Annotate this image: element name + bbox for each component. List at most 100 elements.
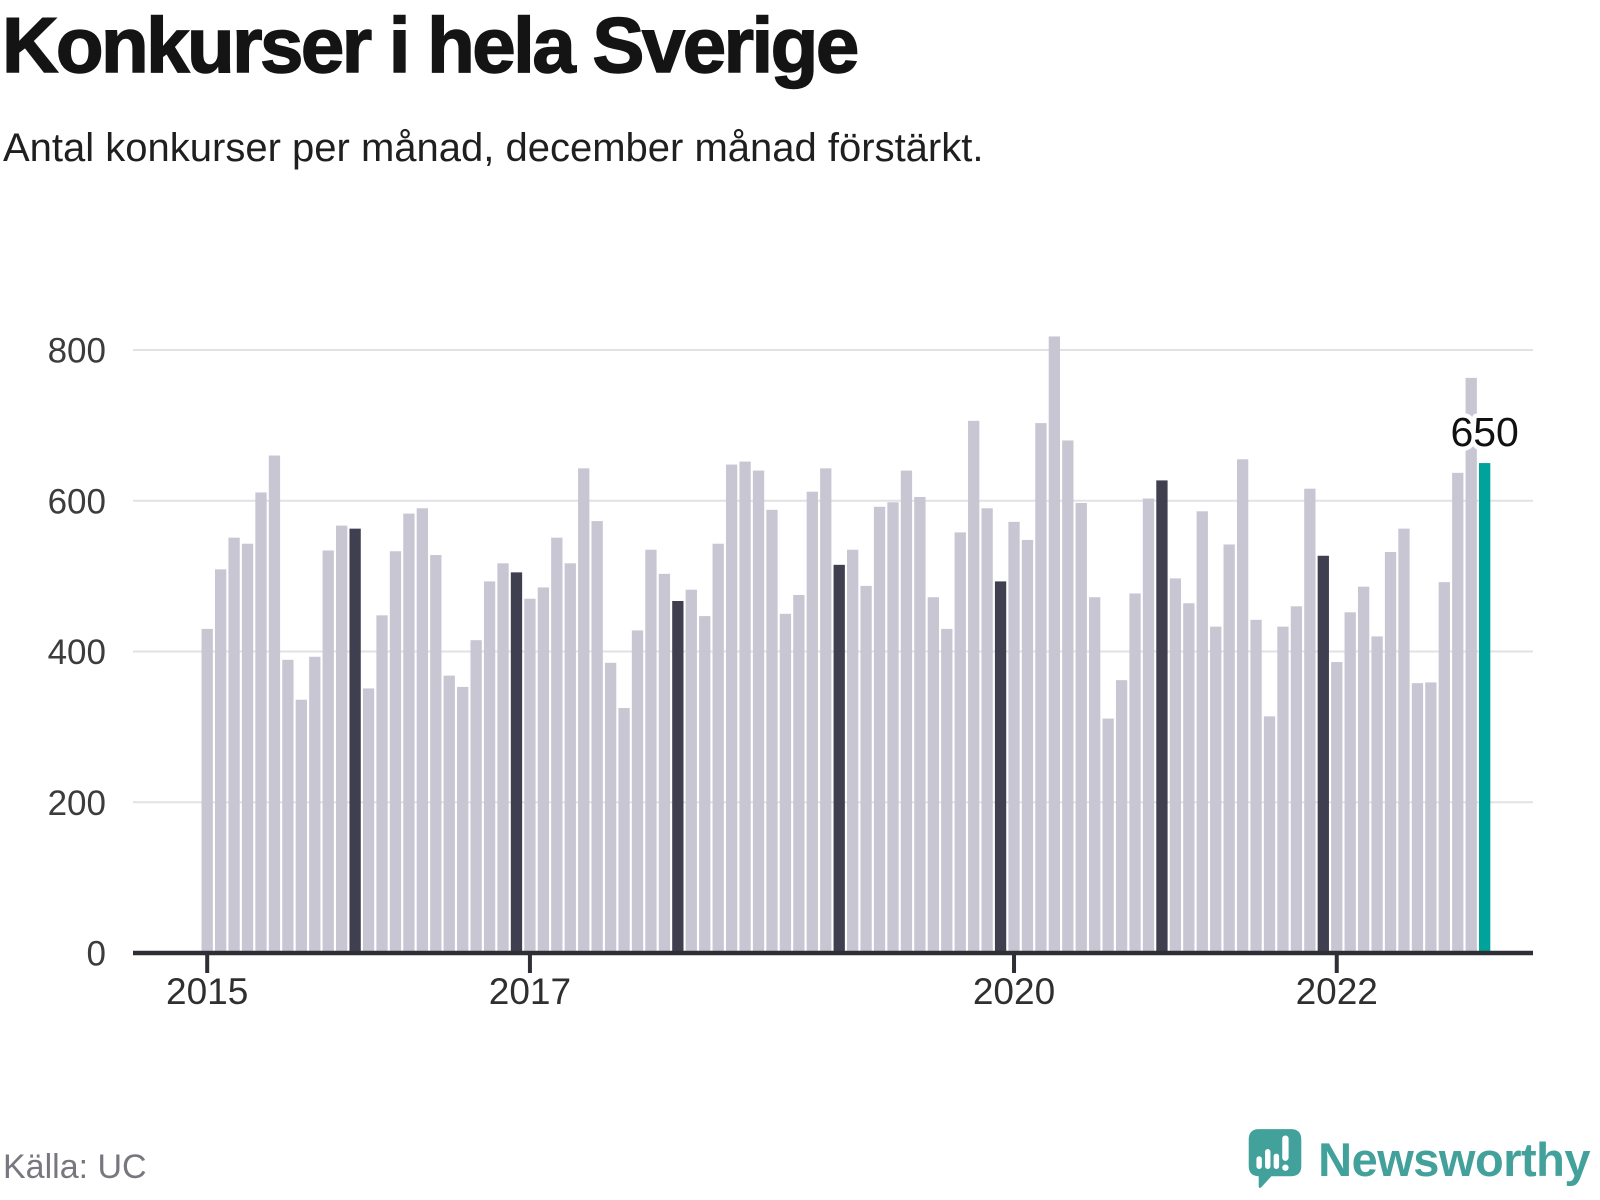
bar (631, 630, 644, 953)
bar (968, 420, 980, 954)
bar (1384, 552, 1397, 953)
bar-december (1317, 555, 1329, 953)
bar (873, 506, 886, 953)
bar (1115, 680, 1128, 953)
bar (564, 563, 576, 953)
bar (578, 468, 590, 953)
bar (483, 581, 496, 953)
bar (1048, 336, 1061, 953)
chart-subtitle: Antal konkurser per månad, december måna… (3, 126, 984, 170)
bar (887, 502, 899, 953)
bar (215, 569, 227, 953)
bar (1169, 578, 1182, 953)
bar (282, 659, 294, 953)
bar-december (833, 564, 845, 953)
bar (685, 589, 697, 953)
bar (362, 688, 375, 953)
bar (658, 573, 671, 953)
bar (1089, 597, 1101, 953)
bar (793, 594, 805, 953)
bar-december (994, 581, 1007, 953)
bar (1210, 626, 1222, 953)
bar (847, 549, 859, 953)
bar (1371, 636, 1383, 953)
bar (604, 662, 617, 953)
source-note: Källa: UC (3, 1148, 147, 1186)
bar-latest (1479, 463, 1491, 953)
bar (1250, 619, 1262, 953)
bar (497, 563, 509, 953)
bar (443, 675, 455, 953)
bar (941, 628, 953, 953)
bar (457, 686, 469, 953)
bar (806, 491, 818, 953)
bar (591, 521, 603, 953)
bar (1236, 459, 1249, 953)
bar (1277, 626, 1289, 953)
bar (470, 640, 482, 953)
bar (981, 508, 993, 953)
x-axis-label: 2020 (973, 971, 1055, 1012)
bar (927, 597, 939, 953)
bar (900, 470, 913, 953)
x-axis-label: 2015 (166, 971, 248, 1012)
y-axis-label: 600 (48, 482, 106, 521)
bar (336, 525, 348, 953)
bar (712, 543, 724, 953)
bar (1304, 488, 1316, 953)
y-axis-label: 0 (87, 935, 106, 974)
bar (860, 585, 872, 953)
bar (1357, 586, 1370, 953)
bar (779, 613, 792, 953)
bar (1035, 423, 1047, 953)
bar (551, 537, 563, 953)
brand-footer: Newsworthy (1246, 1126, 1590, 1192)
y-axis-label: 800 (48, 332, 106, 371)
bar (403, 513, 415, 953)
bar (1183, 603, 1195, 953)
bar (389, 551, 402, 953)
bar-value-label: 650 (1450, 409, 1518, 455)
bar (1142, 498, 1155, 953)
bar-december (1156, 480, 1168, 953)
bar-december (672, 601, 684, 953)
bar (1452, 472, 1464, 953)
bar-chart: 0 200 400 600 800 2015 2017 2020 2022 650 (48, 332, 1533, 1012)
bar (752, 470, 765, 953)
bar (1425, 682, 1437, 953)
bar (1196, 511, 1208, 953)
bar (376, 615, 388, 953)
bar (1263, 716, 1276, 953)
bar (699, 616, 711, 953)
bar (1008, 521, 1020, 954)
bar (1465, 377, 1477, 953)
bar (914, 496, 926, 953)
chart-title: Konkurser i hela Sverige (1, 0, 860, 90)
bar (241, 543, 254, 953)
bar (268, 455, 281, 953)
y-axis-label: 200 (48, 784, 106, 823)
bar (295, 699, 307, 953)
bar (1344, 612, 1356, 953)
x-axis-label: 2017 (489, 971, 571, 1012)
bar (416, 508, 428, 953)
bar (309, 656, 321, 953)
bar (1075, 503, 1087, 953)
bar (954, 532, 966, 953)
bar (524, 598, 536, 953)
newsworthy-logo-icon (1248, 1129, 1302, 1188)
bar (645, 549, 657, 953)
bar (228, 537, 240, 953)
bar-december (510, 572, 523, 953)
bar (1331, 662, 1343, 953)
bar (1398, 528, 1410, 953)
bar (1290, 606, 1303, 953)
bar (322, 550, 334, 953)
bar (430, 555, 442, 953)
bar (1411, 683, 1424, 953)
bar (820, 468, 832, 953)
bar (766, 509, 778, 953)
bar (1223, 544, 1235, 953)
bar (725, 464, 738, 953)
